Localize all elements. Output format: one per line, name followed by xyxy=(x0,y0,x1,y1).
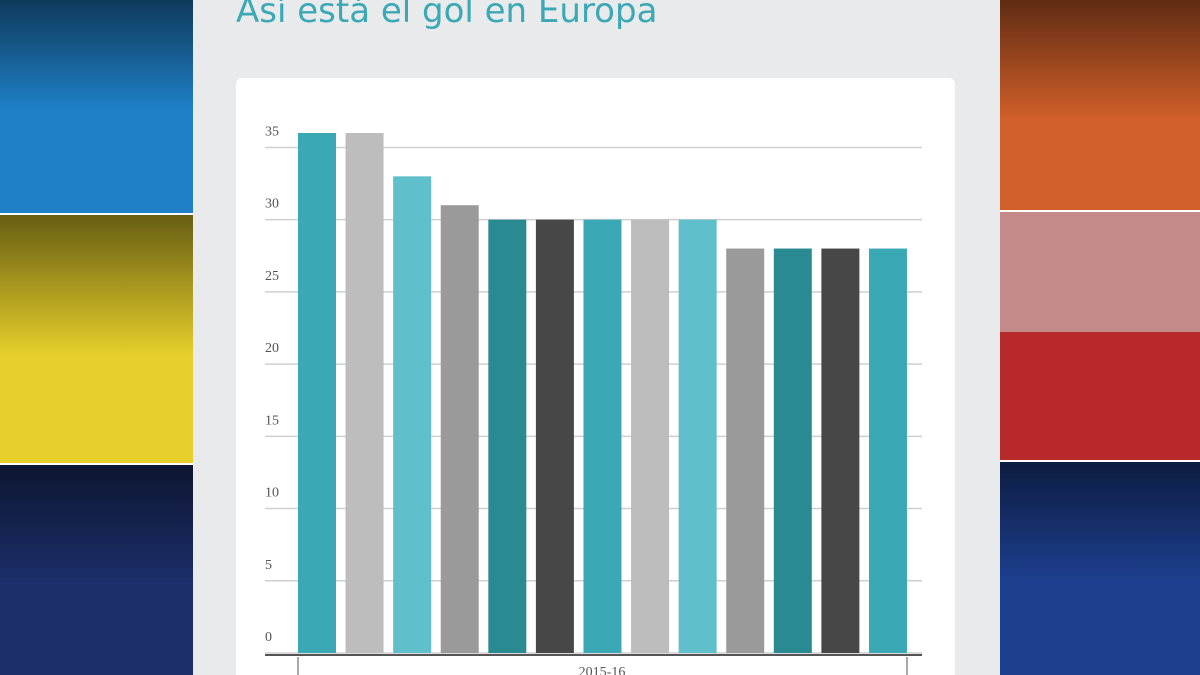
y-tick-label: 10 xyxy=(265,486,279,501)
bar xyxy=(488,219,527,653)
photo-shade xyxy=(0,215,193,355)
photo-shade xyxy=(1000,212,1200,332)
y-tick-label: 15 xyxy=(265,413,279,428)
bar xyxy=(678,219,717,653)
bar xyxy=(440,205,479,653)
chart-title: Así está el gol en Europa xyxy=(236,0,657,31)
photo-shade xyxy=(1000,462,1200,582)
y-tick-label: 30 xyxy=(265,197,279,212)
y-tick-label: 0 xyxy=(265,630,272,645)
photo-shade xyxy=(0,465,193,585)
bar xyxy=(773,248,812,654)
bar xyxy=(631,219,670,653)
bar xyxy=(298,133,336,653)
bar xyxy=(345,133,384,653)
bar xyxy=(583,219,622,653)
x-axis-label: 2015-16 xyxy=(579,665,626,675)
bar xyxy=(535,219,574,653)
photo-shade xyxy=(0,0,193,110)
photos-right xyxy=(1000,0,1200,675)
photos-left xyxy=(0,0,193,675)
photo-shade xyxy=(1000,0,1200,120)
y-tick-label: 20 xyxy=(265,341,279,356)
bar xyxy=(868,248,907,654)
y-tick-label: 5 xyxy=(265,558,272,573)
bar xyxy=(821,248,860,654)
y-tick-label: 35 xyxy=(265,124,279,139)
bar xyxy=(726,248,765,654)
bar xyxy=(393,176,432,654)
y-tick-label: 25 xyxy=(265,269,279,284)
